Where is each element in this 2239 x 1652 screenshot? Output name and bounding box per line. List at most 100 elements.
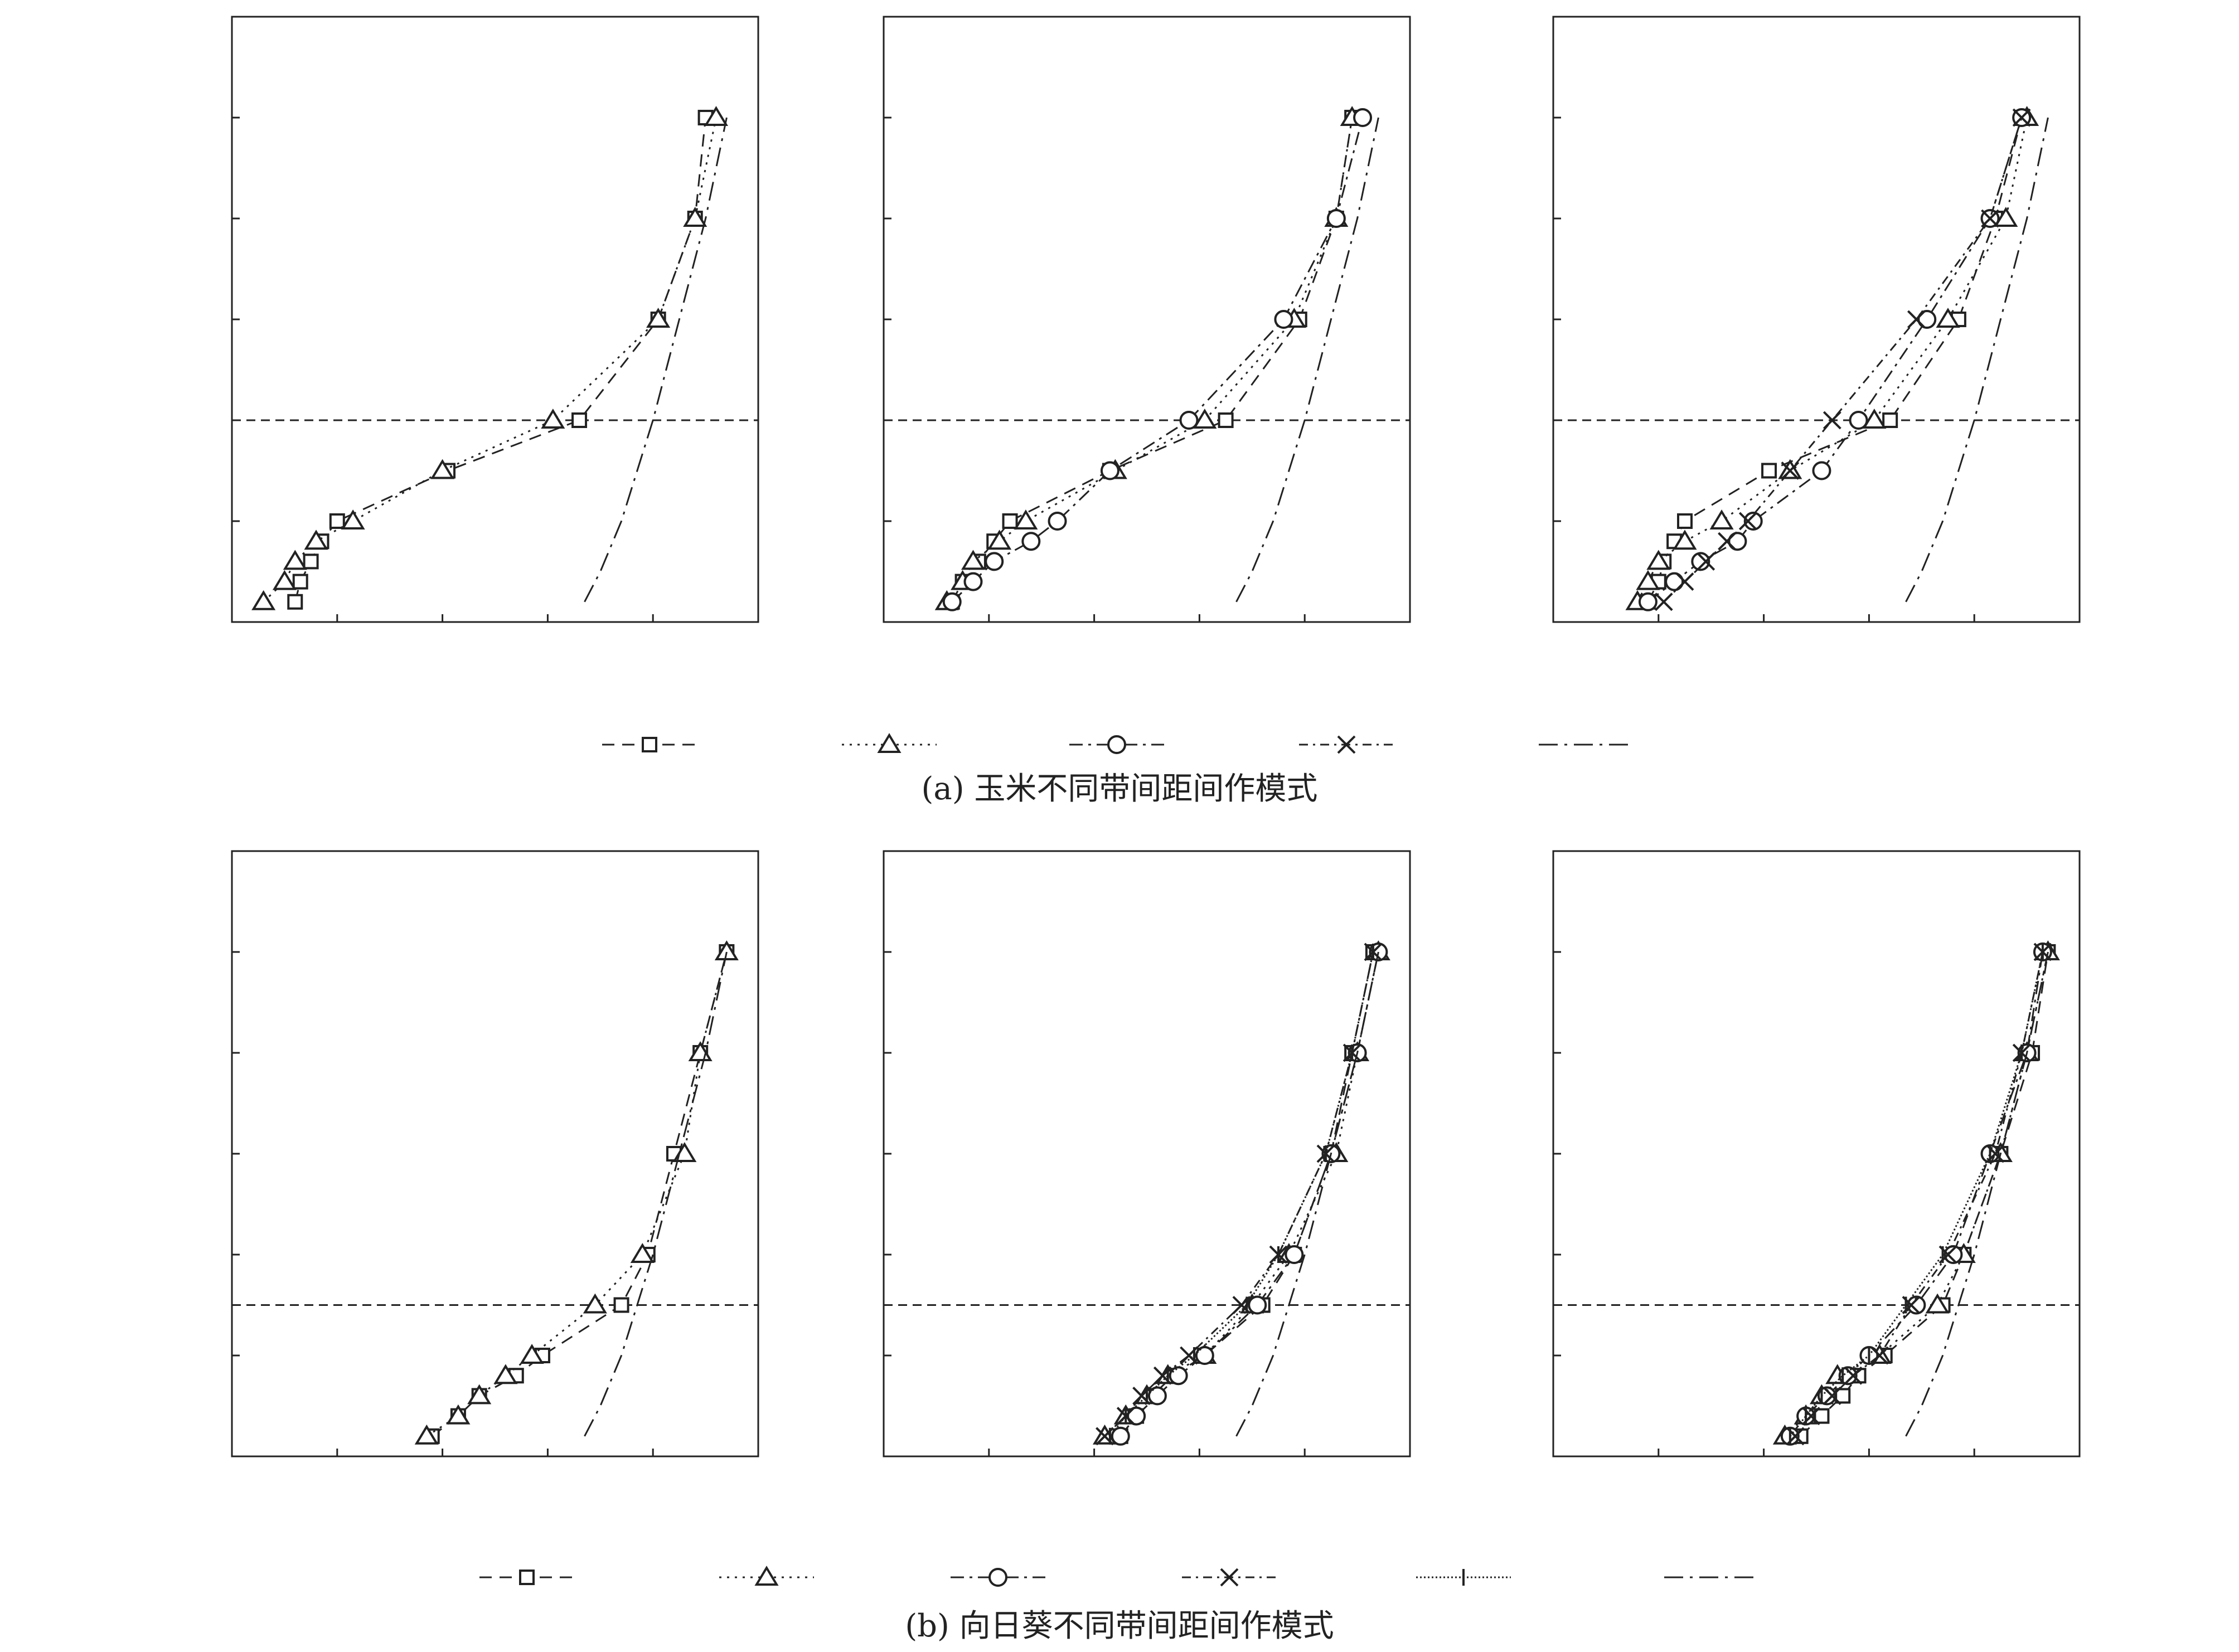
data-point [1665, 572, 1684, 591]
data-point [1925, 1293, 1950, 1314]
legend-marker [519, 1570, 535, 1585]
data-point [942, 592, 962, 611]
series-none [1235, 951, 1379, 1437]
data-point [1169, 1366, 1188, 1386]
data-point [414, 1424, 439, 1445]
series-line [1647, 117, 2023, 603]
data-point [1994, 207, 2018, 227]
data-point [446, 1404, 471, 1425]
legend-item [951, 1568, 1045, 1587]
data-point [1248, 1295, 1267, 1315]
data-point [1844, 1366, 1863, 1385]
data-point [1917, 310, 1937, 329]
legend-marker [1107, 735, 1126, 754]
series-line [426, 951, 728, 1437]
data-point [1002, 513, 1018, 529]
data-point [1781, 461, 1800, 480]
legend-a [602, 733, 1634, 754]
chart-panel [883, 850, 1411, 1457]
data-point [520, 1344, 544, 1364]
legend-item [479, 1570, 574, 1585]
data-point [1981, 209, 1999, 228]
data-point [1907, 310, 1926, 329]
series-line [1789, 951, 2044, 1437]
data-point [1823, 411, 1841, 430]
data-point [1100, 461, 1120, 480]
series-x [1096, 942, 1383, 1446]
series-none [1905, 117, 2049, 603]
series-line [1235, 117, 1379, 603]
data-point [1147, 1386, 1167, 1406]
data-point [1326, 209, 1346, 228]
data-point [329, 513, 345, 529]
series-square [287, 110, 714, 610]
data-point [1636, 570, 1660, 590]
data-point [1274, 310, 1293, 329]
data-point [1718, 532, 1736, 551]
data-point [1673, 529, 1697, 550]
data-point [1638, 592, 1658, 611]
series-line [584, 951, 728, 1437]
series-circle [942, 108, 1373, 611]
data-point [571, 412, 588, 428]
series-line [1120, 951, 1379, 1437]
data-point [613, 1297, 629, 1313]
legend-item [719, 1566, 814, 1586]
data-point [987, 529, 1012, 550]
legend-item [1069, 735, 1164, 754]
data-point [303, 553, 319, 570]
data-point [1944, 1245, 1963, 1264]
series-x [1786, 942, 2052, 1446]
data-point [714, 940, 739, 960]
series-line [1235, 951, 1379, 1437]
data-point [672, 1142, 697, 1162]
data-point [1193, 409, 1217, 429]
series-circle [1638, 108, 2032, 611]
data-point [283, 550, 307, 570]
data-point [1654, 592, 1673, 611]
data-point [1907, 1295, 1926, 1315]
series-line [1647, 117, 2023, 603]
legend-item [602, 737, 697, 752]
data-point [963, 572, 983, 591]
data-point [1709, 509, 1734, 529]
data-point [1738, 512, 1757, 531]
data-point [1218, 412, 1234, 428]
data-point [646, 308, 671, 328]
legend-marker [877, 733, 902, 753]
data-point [1743, 512, 1763, 531]
series-none [584, 117, 728, 603]
series-square [944, 110, 1360, 610]
data-point [985, 552, 1004, 571]
series-tick [1789, 944, 2044, 1445]
data-point [1728, 532, 1747, 551]
series-line [584, 117, 728, 603]
data-point [1812, 461, 1831, 480]
data-point [1697, 552, 1715, 571]
series-square [1792, 944, 2056, 1444]
caption-a: (a) 玉米不同带间距间作模式 [922, 771, 1318, 807]
data-point [1048, 512, 1067, 531]
series-triangle [251, 106, 729, 610]
caption-b: (b) 向日葵不同带间距间作模式 [905, 1608, 1334, 1644]
series-triangle [1625, 106, 2039, 610]
data-point [1761, 463, 1777, 479]
data-point [1353, 108, 1373, 127]
series-line [1663, 117, 2023, 603]
data-point [1936, 308, 1960, 328]
chart-panel [231, 850, 759, 1457]
legend-marker [1220, 1568, 1239, 1587]
chart-panel [231, 16, 759, 623]
data-point [1195, 1346, 1214, 1365]
series-triangle [1092, 940, 1390, 1445]
data-point [683, 207, 707, 227]
data-point [1014, 509, 1038, 529]
data-point [1814, 1408, 1830, 1424]
legend-b [479, 1566, 1759, 1587]
chart-panel [1552, 16, 2081, 623]
series-tick [1108, 944, 1374, 1445]
legend-item [1299, 735, 1394, 754]
series-line [294, 117, 707, 603]
chart-panel [883, 16, 1411, 623]
series-triangle [934, 106, 1364, 610]
